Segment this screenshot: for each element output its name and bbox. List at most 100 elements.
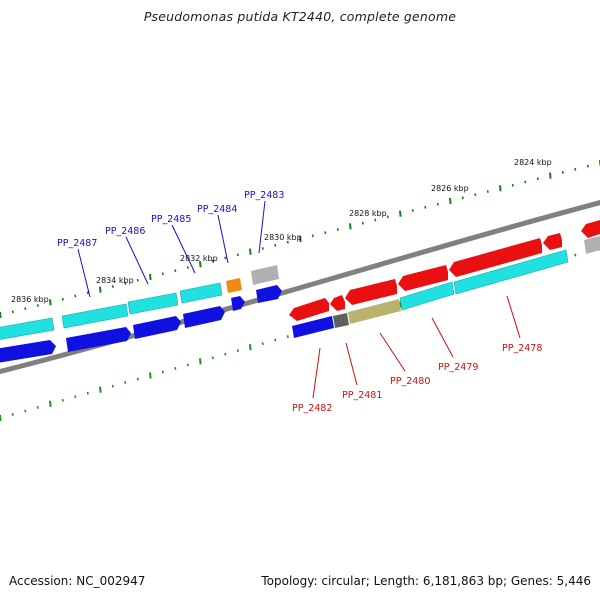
scale-label: 2830 kbp bbox=[264, 233, 302, 242]
cds-arrow bbox=[289, 298, 329, 321]
label-leaders bbox=[77, 200, 521, 399]
orf-segment bbox=[179, 282, 223, 304]
leader-line bbox=[171, 224, 196, 274]
gene-label[interactable]: PP_2485 bbox=[151, 214, 191, 225]
major-tick bbox=[299, 235, 302, 243]
major-tick bbox=[0, 311, 2, 319]
gene-label[interactable]: PP_2486 bbox=[105, 226, 145, 237]
scale-label: 2834 kbp bbox=[96, 276, 134, 285]
minor-tick bbox=[424, 205, 427, 209]
minor-tick bbox=[36, 405, 39, 409]
gene-label[interactable]: PP_2479 bbox=[438, 362, 478, 373]
orf-segment bbox=[399, 281, 455, 311]
leader-line bbox=[77, 248, 91, 298]
minor-tick bbox=[211, 259, 214, 263]
minor-tick bbox=[536, 177, 539, 181]
minor-tick bbox=[11, 310, 14, 314]
genome-summary: Topology: circular; Length: 6,181,863 bp… bbox=[261, 574, 591, 588]
minor-tick bbox=[174, 269, 177, 273]
gene-label[interactable]: PP_2483 bbox=[244, 190, 284, 201]
minor-tick bbox=[236, 253, 239, 257]
gene-label[interactable]: PP_2481 bbox=[342, 390, 382, 401]
minor-tick bbox=[436, 202, 439, 206]
minor-tick bbox=[324, 231, 327, 235]
orf-segment bbox=[453, 249, 569, 295]
minor-tick bbox=[374, 218, 377, 222]
major-tick bbox=[99, 286, 102, 293]
minor-tick bbox=[124, 381, 127, 385]
major-tick bbox=[349, 223, 352, 230]
major-tick bbox=[399, 301, 402, 308]
minor-tick bbox=[186, 363, 189, 367]
cds-arrow bbox=[0, 340, 56, 363]
leader-line bbox=[312, 347, 321, 399]
minor-tick bbox=[211, 356, 214, 360]
scale-labels: 2824 kbp 2826 kbp 2828 kbp 2830 kbp 2832 kbp… bbox=[11, 158, 552, 304]
gene-label[interactable]: PP_2480 bbox=[390, 376, 430, 387]
cds-arrow bbox=[330, 295, 345, 311]
minor-tick bbox=[61, 398, 64, 402]
major-tick bbox=[549, 172, 552, 179]
minor-tick bbox=[86, 291, 89, 295]
cds-arrow-blue bbox=[292, 316, 334, 338]
outer-tick-track bbox=[0, 160, 600, 319]
minor-tick bbox=[11, 413, 14, 416]
minor-tick bbox=[261, 342, 264, 346]
scale-label: 2836 kbp bbox=[11, 295, 49, 304]
leader-line bbox=[431, 317, 454, 358]
major-tick bbox=[499, 185, 502, 192]
minor-tick bbox=[136, 278, 139, 282]
minor-tick bbox=[224, 256, 227, 260]
minor-tick bbox=[286, 240, 289, 244]
minor-tick bbox=[486, 190, 489, 193]
minor-tick bbox=[524, 180, 527, 184]
major-tick bbox=[249, 248, 252, 255]
major-tick bbox=[0, 414, 2, 422]
leader-line bbox=[379, 332, 406, 372]
feature-olive bbox=[348, 299, 401, 324]
orf-segment bbox=[0, 317, 55, 340]
cds-arrow bbox=[398, 265, 448, 291]
minor-tick bbox=[461, 196, 464, 200]
leader-line bbox=[217, 214, 229, 264]
cds-arrow bbox=[66, 327, 131, 352]
major-tick bbox=[99, 386, 102, 393]
gene-label[interactable]: PP_2478 bbox=[502, 343, 542, 354]
major-tick bbox=[249, 344, 252, 351]
gene-label[interactable]: PP_2482 bbox=[292, 403, 332, 414]
leader-line bbox=[125, 236, 149, 285]
cds-arrow bbox=[133, 316, 181, 339]
leader-line bbox=[258, 200, 266, 254]
cds-forward-right bbox=[289, 220, 600, 321]
minor-tick bbox=[61, 297, 64, 301]
cds-arrow bbox=[231, 296, 245, 311]
minor-tick bbox=[111, 285, 114, 288]
scale-label: 2832 kbp bbox=[180, 254, 218, 263]
major-tick bbox=[199, 358, 202, 365]
accession-text: Accession: NC_002947 bbox=[9, 574, 146, 588]
gene-label[interactable]: PP_2484 bbox=[197, 204, 237, 215]
cds-arrow bbox=[449, 238, 542, 277]
genome-backbone bbox=[0, 200, 600, 375]
minor-tick bbox=[161, 370, 164, 374]
minor-tick bbox=[86, 391, 89, 395]
minor-tick bbox=[574, 167, 577, 171]
minor-tick bbox=[311, 234, 314, 238]
major-tick bbox=[399, 210, 402, 217]
minor-tick bbox=[511, 183, 514, 187]
minor-tick bbox=[411, 209, 414, 212]
minor-tick bbox=[224, 352, 227, 356]
cds-arrow bbox=[256, 285, 282, 303]
cds-arrow bbox=[345, 279, 397, 305]
gray-feature-right bbox=[584, 236, 600, 254]
minor-tick bbox=[74, 395, 77, 399]
major-tick bbox=[149, 372, 152, 379]
gene-label[interactable]: PP_2487 bbox=[57, 238, 97, 249]
minor-tick bbox=[574, 253, 577, 257]
gene-labels: PP_2487 PP_2486 PP_2485 PP_2484 PP_2483 PP_24… bbox=[57, 190, 542, 414]
orf-track-left bbox=[0, 282, 223, 340]
major-tick bbox=[449, 197, 452, 205]
orf-segment bbox=[61, 303, 129, 329]
scale-label: 2826 kbp bbox=[431, 184, 469, 193]
